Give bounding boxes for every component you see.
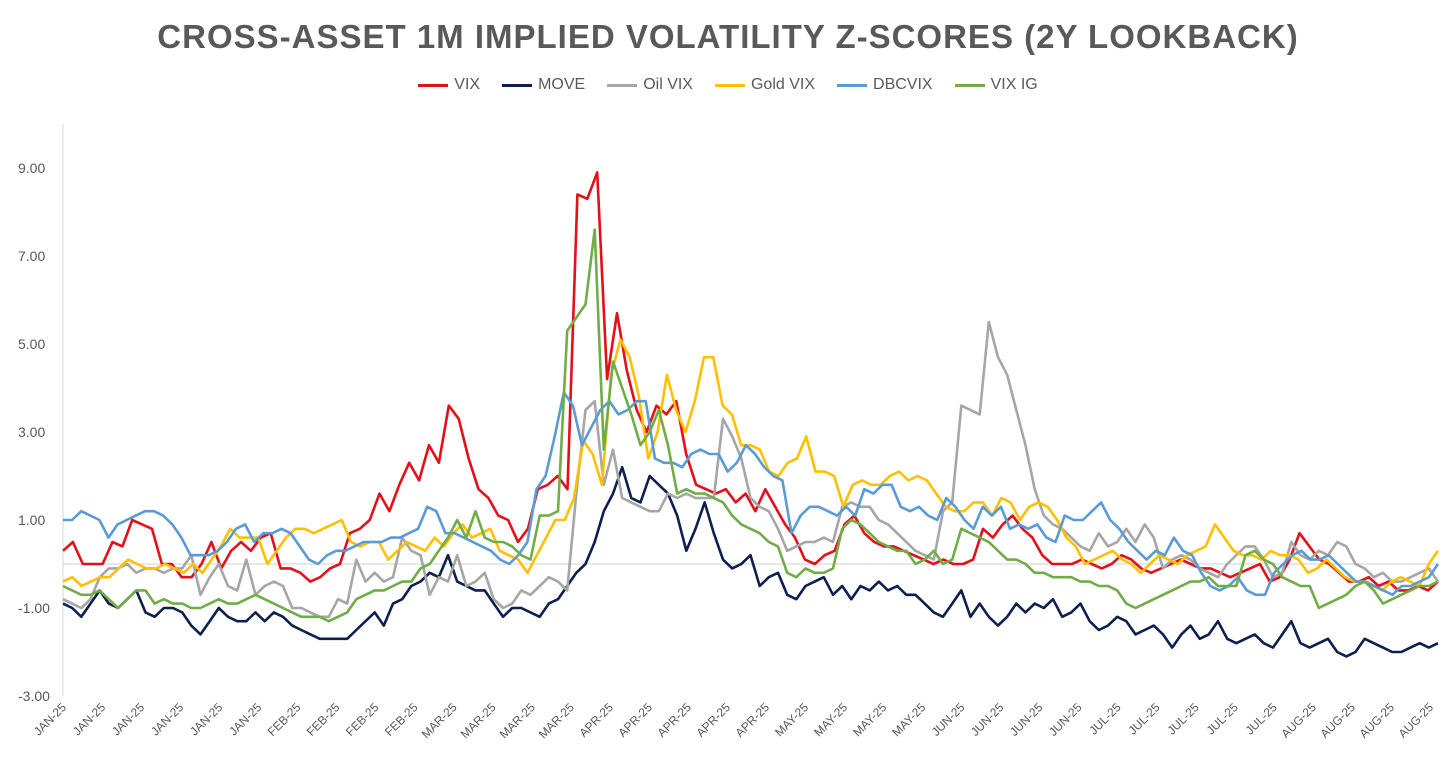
y-tick-label: 9.00	[18, 160, 45, 176]
legend-item: MOVE	[502, 76, 585, 94]
x-tick-label: FEB-25	[304, 700, 343, 739]
legend-swatch	[502, 83, 533, 87]
x-tick-label: MAY-25	[889, 700, 928, 739]
y-tick-label: 5.00	[18, 336, 45, 352]
legend-label: Oil VIX	[643, 76, 693, 93]
series-line-vix	[62, 171, 1439, 592]
chart-title: CROSS-ASSET 1M IMPLIED VOLATILITY Z-SCOR…	[157, 18, 1299, 55]
y-tick-label: -1.00	[18, 600, 50, 616]
x-tick-label: JUL-25	[1086, 700, 1123, 737]
x-tick-label: JUL-25	[1125, 700, 1162, 737]
x-tick-label: JUL-25	[1243, 700, 1280, 737]
series-line-gold-vix	[62, 338, 1440, 592]
x-tick-label: JUN-25	[929, 700, 968, 739]
legend-swatch	[418, 83, 449, 87]
y-tick-label: -3.00	[18, 688, 50, 704]
legend-item: VIX IG	[954, 76, 1038, 94]
x-tick-label: JAN-25	[187, 700, 225, 738]
x-tick-label: AUG-25	[1396, 700, 1437, 741]
legend-swatch	[607, 83, 638, 87]
y-tick-label: 3.00	[18, 424, 45, 440]
series-line-oil-vix	[62, 320, 1440, 619]
x-tick-label: JAN-25	[70, 700, 108, 738]
x-tick-label: APR-25	[576, 700, 616, 740]
x-tick-label: JAN-25	[226, 700, 264, 738]
x-tick-label: JUL-25	[1165, 700, 1202, 737]
x-tick-label: MAR-25	[419, 700, 460, 741]
legend-label: MOVE	[538, 76, 586, 93]
x-tick-label: APR-25	[654, 700, 694, 740]
series-line-move	[62, 465, 1439, 658]
y-tick-label: 1.00	[18, 512, 45, 528]
legend-item: Oil VIX	[607, 76, 693, 94]
x-tick-label: MAY-25	[811, 700, 850, 739]
x-tick-label: JUN-25	[968, 700, 1007, 739]
legend-label: DBCVIX	[873, 76, 933, 93]
x-tick-label: MAY-25	[850, 700, 889, 739]
legend-swatch	[837, 83, 868, 87]
legend-label: VIX IG	[990, 76, 1038, 93]
legend-item: Gold VIX	[714, 76, 816, 94]
x-tick-label: AUG-25	[1278, 700, 1319, 741]
x-tick-label: AUG-25	[1317, 700, 1358, 741]
legend: VIX MOVE Oil VIX Gold VIX DBCVIX VIX IG	[0, 76, 1456, 94]
legend-label: VIX	[454, 76, 481, 93]
x-tick-label: JAN-25	[148, 700, 186, 738]
series-line-dbcvix	[63, 391, 1440, 597]
x-tick-label: MAR-25	[458, 700, 499, 741]
x-tick-label: APR-25	[693, 700, 733, 740]
x-tick-label: APR-25	[733, 700, 773, 740]
x-tick-label: JAN-25	[109, 700, 147, 738]
x-tick-label: APR-25	[615, 700, 655, 740]
x-tick-label: MAY-25	[772, 700, 811, 739]
x-tick-label: MAR-25	[536, 700, 577, 741]
series-line-vix-ig	[62, 228, 1439, 623]
x-tick-label: MAR-25	[497, 700, 538, 741]
x-tick-label: AUG-25	[1357, 700, 1398, 741]
x-tick-label: JUN-25	[1007, 700, 1046, 739]
x-tick-label: FEB-25	[382, 700, 421, 739]
legend-swatch	[714, 83, 745, 87]
legend-item: VIX	[418, 76, 480, 94]
legend-item: DBCVIX	[837, 76, 933, 94]
x-tick-label: JUN-25	[1046, 700, 1085, 739]
x-tick-label: FEB-25	[343, 700, 382, 739]
legend-swatch	[954, 83, 985, 87]
x-tick-label: JAN-25	[31, 700, 69, 738]
legend-label: Gold VIX	[750, 76, 816, 93]
x-tick-label: JUL-25	[1204, 700, 1241, 737]
y-tick-label: 7.00	[18, 248, 45, 264]
x-tick-label: FEB-25	[265, 700, 304, 739]
